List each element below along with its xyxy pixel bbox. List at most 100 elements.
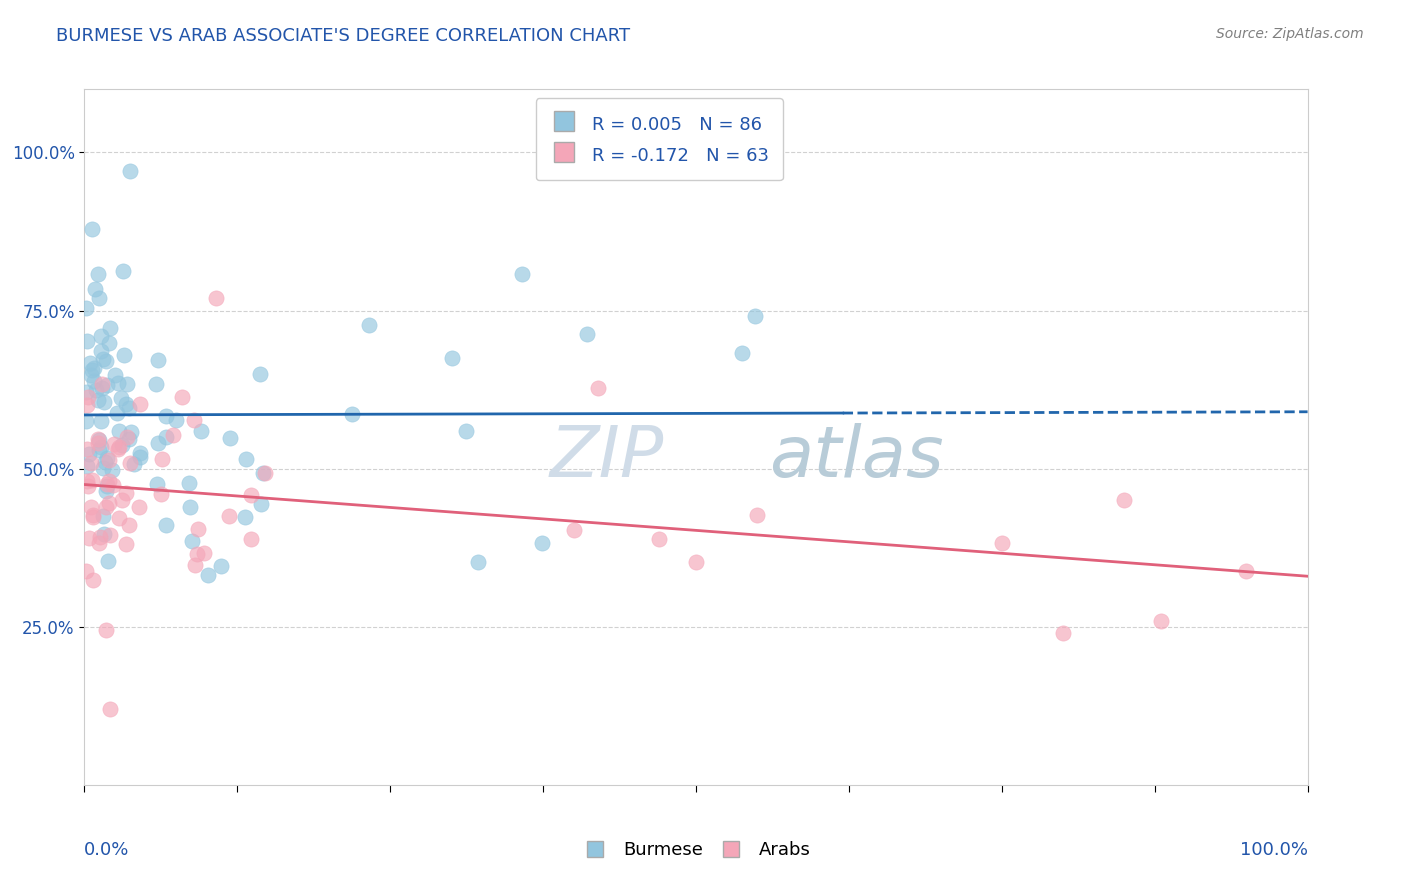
Point	[80, 473, 103, 487]
Point	[562, 523, 585, 537]
Point	[91, 381, 114, 395]
Point	[129, 445, 152, 459]
Point	[90, 440, 112, 454]
Point	[576, 327, 599, 342]
Point	[112, 264, 135, 278]
Point	[235, 451, 257, 466]
Point	[240, 488, 263, 502]
Point	[83, 361, 105, 376]
Point	[456, 424, 478, 438]
Point	[197, 568, 219, 582]
Point	[87, 535, 110, 549]
Point	[80, 368, 103, 382]
Point	[110, 391, 132, 405]
Point	[80, 500, 103, 515]
Point	[152, 452, 174, 467]
Point	[117, 517, 139, 532]
Point	[146, 477, 169, 491]
Point	[250, 497, 273, 511]
Point	[96, 479, 118, 493]
Point	[184, 558, 207, 572]
Point	[83, 374, 105, 388]
Point	[96, 476, 118, 491]
Point	[82, 510, 104, 524]
Point	[96, 450, 118, 465]
Point	[233, 510, 256, 524]
Point	[146, 436, 169, 450]
Point	[76, 334, 98, 349]
Point	[96, 500, 118, 514]
Point	[87, 291, 110, 305]
Point	[94, 354, 117, 368]
Point	[340, 407, 363, 421]
Point	[648, 533, 671, 547]
Point	[747, 508, 769, 523]
Point	[115, 486, 138, 500]
Point	[118, 432, 141, 446]
Point	[79, 355, 101, 369]
Point	[117, 430, 139, 444]
Point	[118, 164, 141, 178]
Point	[114, 397, 136, 411]
Point	[91, 461, 114, 475]
Point	[75, 301, 97, 316]
Point	[76, 475, 98, 489]
Point	[209, 558, 232, 573]
Point	[118, 401, 141, 415]
Point	[98, 702, 121, 716]
Point	[86, 392, 108, 407]
Point	[97, 336, 120, 351]
Point	[103, 436, 125, 450]
Point	[101, 478, 124, 492]
Point	[467, 556, 489, 570]
Point	[75, 414, 97, 428]
Point	[177, 475, 200, 490]
Point	[100, 528, 122, 542]
Point	[218, 508, 240, 523]
Point	[744, 309, 766, 323]
Text: ZIP: ZIP	[550, 424, 664, 492]
Point	[115, 377, 138, 392]
Point	[219, 431, 242, 445]
Point	[254, 467, 277, 481]
Legend: Burmese, Arabs: Burmese, Arabs	[574, 834, 818, 866]
Point	[82, 222, 104, 236]
Point	[1052, 626, 1074, 640]
Point	[108, 424, 131, 438]
Point	[128, 500, 150, 514]
Point	[97, 554, 120, 568]
Point	[91, 352, 114, 367]
Point	[249, 367, 271, 381]
Point	[76, 442, 98, 457]
Point	[111, 492, 134, 507]
Point	[87, 433, 110, 447]
Point	[77, 390, 100, 404]
Point	[991, 536, 1014, 550]
Point	[107, 440, 129, 454]
Point	[731, 345, 754, 359]
Point	[101, 463, 124, 477]
Text: atlas: atlas	[769, 424, 943, 492]
Point	[82, 573, 104, 587]
Point	[82, 508, 104, 522]
Point	[77, 478, 100, 492]
Point	[76, 458, 98, 473]
Point	[91, 509, 114, 524]
Point	[96, 378, 118, 392]
Point	[93, 395, 115, 409]
Point	[93, 526, 115, 541]
Point	[193, 546, 215, 560]
Point	[80, 456, 103, 470]
Point	[107, 442, 129, 457]
Point	[1236, 564, 1258, 578]
Point	[510, 267, 533, 281]
Point	[104, 368, 127, 382]
Point	[80, 363, 103, 377]
Point	[105, 406, 128, 420]
Point	[90, 414, 112, 428]
Point	[108, 511, 131, 525]
Point	[162, 428, 184, 442]
Point	[112, 347, 135, 361]
Point	[115, 537, 138, 551]
Point	[440, 351, 463, 365]
